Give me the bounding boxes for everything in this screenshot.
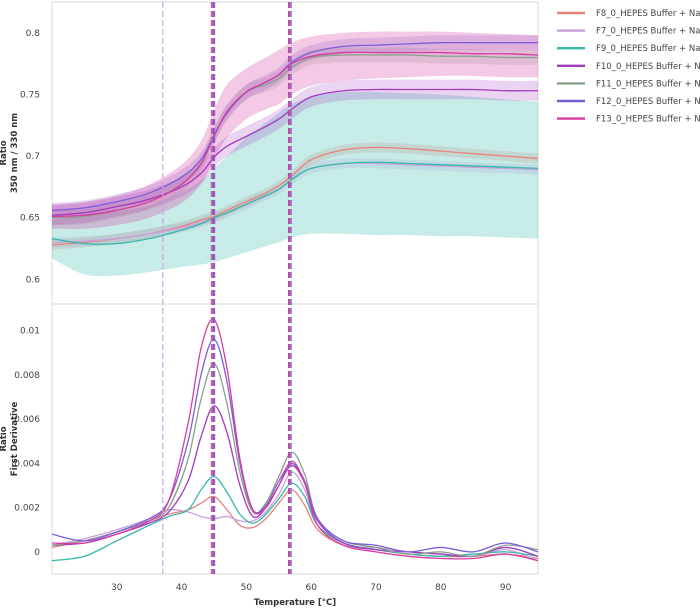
x-tick-label: 60	[305, 583, 317, 593]
legend-label: F8_0_HEPES Buffer + NaCl	[596, 9, 700, 19]
x-tick-label: 80	[435, 583, 447, 593]
legend-label: F10_0_HEPES Buffer + NaCl	[596, 62, 700, 72]
x-tick-label: 50	[241, 583, 253, 593]
y-tick-label: 0.6	[26, 275, 41, 285]
y-tick-label: 0.004	[14, 459, 40, 469]
confidence-band	[52, 158, 538, 248]
confidence-band	[52, 142, 538, 250]
series-line	[51, 88, 539, 216]
confidence-band	[52, 47, 538, 226]
x-tick-label: 30	[111, 583, 123, 593]
series-line	[51, 51, 539, 218]
series-line	[51, 489, 539, 560]
legend-label: F11_0_HEPES Buffer + NaCl	[596, 79, 700, 89]
series-line	[51, 475, 539, 562]
legend-label: F9_0_HEPES Buffer + NaCl	[596, 44, 700, 54]
x-axis-label: Temperature [°C]	[254, 598, 336, 608]
series-line	[51, 405, 539, 558]
confidence-band	[52, 91, 538, 277]
y-tick-label: 0.002	[14, 504, 40, 514]
x-axis: 30 40 50 60 70 80 90	[111, 583, 512, 593]
y-tick-label: 0.7	[26, 152, 40, 162]
x-tick-label: 40	[176, 583, 188, 593]
confidence-band	[52, 79, 538, 226]
series-line	[51, 161, 539, 245]
legend-label: F12_0_HEPES Buffer + NaCl	[596, 97, 700, 107]
x-tick-label: 90	[500, 583, 512, 593]
y-tick-label: 0.75	[20, 90, 40, 100]
legend: F8_0_HEPES Buffer + NaCl F7_0_HEPES Buffe…	[557, 9, 700, 125]
series-line	[51, 338, 539, 553]
y-axis-label: RatioFirst Derivative	[0, 402, 20, 477]
y-tick-label: 0.008	[14, 371, 40, 381]
bottom-panel: 0 0.002 0.004 0.006 0.008 0.01 RatioFirst Deri…	[0, 303, 539, 575]
series-line	[51, 471, 539, 562]
series-line	[51, 363, 539, 558]
legend-label: F7_0_HEPES Buffer + NaCl	[596, 27, 700, 37]
confidence-band	[52, 35, 538, 218]
x-tick-label: 70	[370, 583, 382, 593]
y-tick-label: 0.006	[14, 415, 40, 425]
confidence-band	[52, 31, 538, 230]
legend-label: F13_0_HEPES Buffer + NaCl	[596, 115, 700, 125]
top-panel: 0.6 0.65 0.7 0.75 0.8 Ratio350 nm / 330 nm	[0, 1, 539, 305]
plot-frame	[51, 303, 539, 575]
y-tick-label: 0.65	[20, 214, 40, 224]
y-tick-label: 0.8	[26, 29, 41, 39]
y-tick-label: 0	[34, 548, 40, 558]
y-tick-label: 0.01	[20, 327, 40, 337]
series-line	[51, 318, 539, 562]
tm-marker-lines	[162, 2, 292, 574]
y-axis-label: Ratio350 nm / 330 nm	[0, 113, 20, 193]
